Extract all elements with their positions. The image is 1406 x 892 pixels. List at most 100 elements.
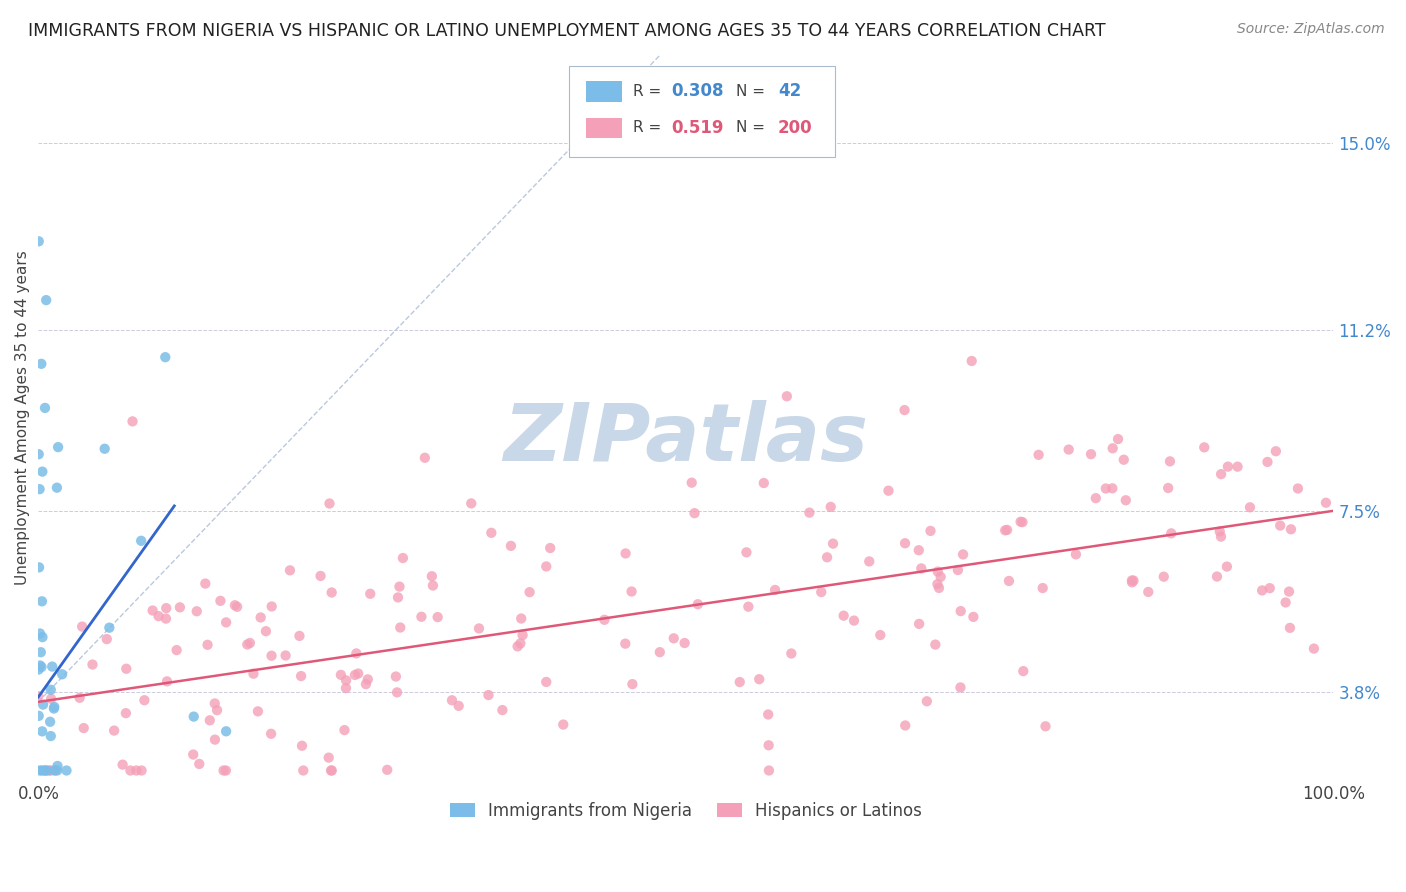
Point [392,551,415,566]
Point [69,690,91,705]
Point [319,764,342,778]
Point [385,669,408,683]
Point [1209,524,1232,539]
Point [254,624,277,639]
Text: N =: N = [737,84,770,99]
Point [188,756,211,771]
Point [519,585,541,599]
Point [32,698,55,712]
Point [614,637,637,651]
Point [242,666,264,681]
Point [321,585,343,599]
Point [121,414,143,428]
FancyBboxPatch shape [569,66,835,157]
Point [536,559,558,574]
Point [51,667,73,681]
Point [288,629,311,643]
Text: N =: N = [737,120,770,136]
Point [224,599,246,613]
Point [927,565,949,579]
Point [673,636,696,650]
Point [1315,496,1337,510]
Point [39,691,62,706]
Point [28,447,51,461]
Point [318,750,340,764]
Y-axis label: Unemployment Among Ages 35 to 44 years: Unemployment Among Ages 35 to 44 years [15,251,30,585]
Point [186,604,208,618]
Point [1107,432,1129,446]
Point [181,747,204,762]
Point [1274,595,1296,609]
Point [42,701,65,715]
Point [260,648,283,663]
Point [156,674,179,689]
Point [260,727,283,741]
Point [204,697,226,711]
Point [70,619,93,633]
Point [205,703,228,717]
Point [215,615,238,630]
Point [318,496,340,510]
Point [278,563,301,577]
Point [55,764,77,778]
Point [1064,548,1087,562]
Point [1032,581,1054,595]
Point [32,764,55,778]
Point [343,668,366,682]
Point [908,616,931,631]
Point [1160,526,1182,541]
Point [344,647,367,661]
Point [30,645,52,659]
Point [924,638,946,652]
Point [512,628,534,642]
Point [763,582,786,597]
Point [509,636,531,650]
Point [1080,447,1102,461]
Point [142,603,165,617]
Point [44,764,66,778]
FancyBboxPatch shape [586,81,623,102]
Point [1206,569,1229,583]
Point [347,666,370,681]
Point [538,541,561,555]
Point [1011,515,1033,529]
Point [31,594,53,608]
Point [1278,621,1301,635]
Point [910,561,932,575]
Point [1302,641,1324,656]
Point [39,682,62,697]
Point [385,685,408,699]
Point [28,235,51,249]
Point [858,554,880,568]
Point [28,764,51,778]
Text: R =: R = [633,84,666,99]
Text: 0.519: 0.519 [672,119,724,136]
Point [1251,583,1274,598]
Point [1095,482,1118,496]
Point [949,681,972,695]
Point [155,350,177,364]
Text: 42: 42 [778,82,801,101]
Point [131,764,153,778]
Point [1137,585,1160,599]
Point [662,632,685,646]
Point [155,611,177,625]
Point [28,482,51,496]
Point [748,672,770,686]
Point [73,721,96,735]
Point [31,465,53,479]
Point [411,609,433,624]
Point [260,599,283,614]
Point [758,739,780,753]
Point [183,709,205,723]
Point [120,764,142,778]
Point [39,764,62,778]
Point [648,645,671,659]
Point [1286,482,1309,496]
Point [82,657,104,672]
Point [1122,574,1144,588]
Point [39,729,62,743]
Point [683,506,706,520]
Point [413,450,436,465]
Point [499,539,522,553]
